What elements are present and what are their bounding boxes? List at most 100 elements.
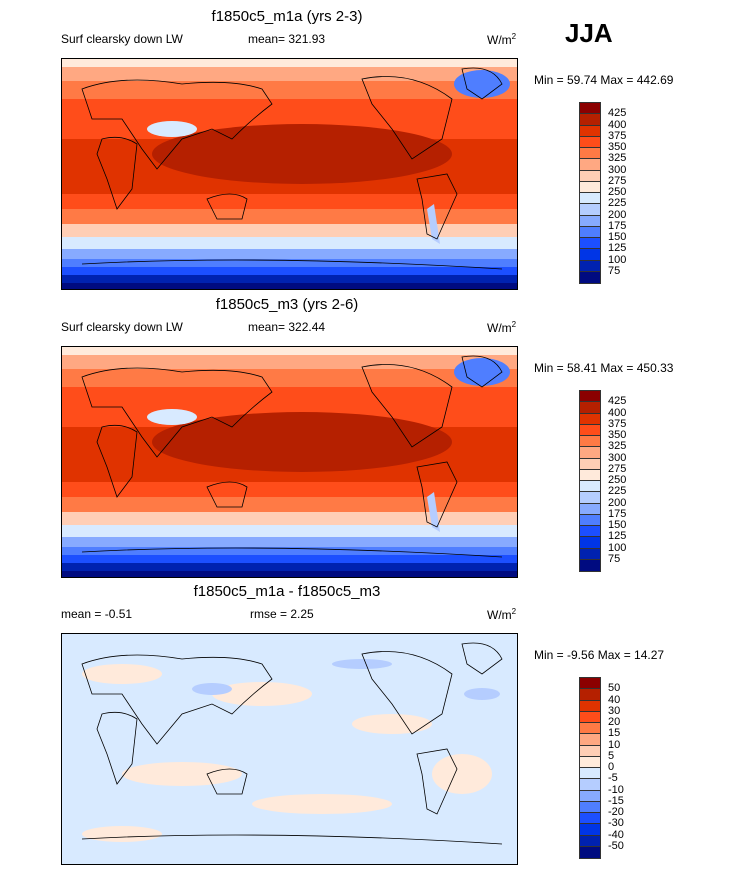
colorbar-tick-label: 175 bbox=[608, 219, 627, 232]
latitude-band bbox=[62, 99, 517, 119]
negative-anomaly bbox=[464, 688, 500, 700]
colorbar-tick-label: 375 bbox=[608, 129, 627, 142]
colorbar-tick-label: 150 bbox=[608, 231, 627, 243]
colorbar-tick-label: 350 bbox=[608, 429, 627, 441]
units-label: W/m2 bbox=[487, 607, 516, 622]
colorbar-tick-label: 75 bbox=[608, 552, 621, 565]
latitude-band bbox=[62, 525, 517, 537]
mean-label: mean = -0.51 bbox=[61, 607, 133, 621]
min-max-label: Min = 58.41 Max = 450.33 bbox=[534, 361, 674, 375]
colorbar-box bbox=[580, 745, 600, 757]
colorbar-box bbox=[580, 238, 600, 250]
latitude-band bbox=[62, 563, 517, 571]
map-panel bbox=[61, 346, 518, 578]
colorbar-tick-label: 200 bbox=[608, 496, 627, 509]
colorbar-tick-label: 75 bbox=[608, 264, 621, 277]
colorbar-tick-label: 300 bbox=[608, 451, 627, 464]
colorbar-box bbox=[580, 436, 600, 448]
colorbar-tick-label: 0 bbox=[608, 761, 615, 773]
colorbar-tick-label: 5 bbox=[608, 749, 615, 762]
colorbar-tick-label: 275 bbox=[608, 462, 627, 475]
panel-title: f1850c5_m3 (yrs 2-6) bbox=[215, 296, 359, 313]
colorbar-tick-label: -50 bbox=[608, 839, 624, 852]
latitude-band bbox=[62, 547, 517, 555]
colorbar-box bbox=[580, 700, 600, 712]
latitude-band bbox=[62, 267, 517, 275]
colorbar-box bbox=[580, 846, 600, 858]
mean-label: mean= 322.44 bbox=[248, 320, 326, 334]
coastlines bbox=[81, 642, 503, 845]
min-max-label: Min = 59.74 Max = 442.69 bbox=[534, 73, 674, 87]
colorbar-tick-label: 400 bbox=[608, 118, 627, 131]
units-label: W/m2 bbox=[487, 32, 516, 47]
colorbar-box bbox=[580, 181, 600, 193]
colorbar-tick-label: 100 bbox=[608, 541, 627, 554]
colorbar-tick-label: -40 bbox=[608, 828, 624, 841]
colorbar-tick-label: 20 bbox=[608, 716, 621, 728]
colorbar-tick-label: 200 bbox=[608, 208, 627, 221]
map-panel bbox=[61, 633, 518, 865]
season-label: JJA bbox=[565, 18, 613, 48]
latitude-band bbox=[62, 537, 517, 547]
colorbar-tick-label: -20 bbox=[608, 806, 624, 818]
colorbar-box bbox=[580, 271, 600, 283]
colorbar-tick-label: -30 bbox=[608, 817, 624, 830]
latitude-band bbox=[62, 194, 517, 209]
colorbar-box bbox=[580, 514, 600, 526]
colorbar-box bbox=[580, 458, 600, 470]
colorbar-tick-label: 125 bbox=[608, 530, 627, 543]
panel-title: f1850c5_m1a - f1850c5_m3 bbox=[193, 583, 381, 600]
colorbar-tick-label: 300 bbox=[608, 163, 627, 176]
colorbar-box bbox=[580, 413, 600, 425]
colorbar-box bbox=[580, 424, 600, 436]
colorbar-box bbox=[580, 215, 600, 227]
latitude-band bbox=[62, 67, 517, 81]
latitude-band bbox=[62, 571, 517, 577]
colorbar-tick-label: 425 bbox=[608, 107, 627, 120]
colorbar-box bbox=[580, 779, 600, 791]
colorbar-tick-label: 325 bbox=[608, 152, 627, 165]
colorbar-tick-label: 100 bbox=[608, 253, 627, 266]
colorbar-box bbox=[580, 526, 600, 538]
positive-anomaly bbox=[252, 794, 392, 814]
greenland-cold-region bbox=[454, 358, 510, 386]
tibet-cold-region bbox=[147, 121, 197, 137]
min-max-label: Min = -9.56 Max = 14.27 bbox=[534, 648, 665, 662]
colorbar-tick-label: 30 bbox=[608, 704, 621, 717]
latitude-band bbox=[62, 259, 517, 267]
colorbar bbox=[579, 390, 601, 572]
colorbar-tick-label: 125 bbox=[608, 242, 627, 255]
latitude-band bbox=[62, 497, 517, 512]
colorbar-box bbox=[580, 801, 600, 813]
colorbar-box bbox=[580, 790, 600, 802]
colorbar-box bbox=[580, 723, 600, 735]
units-text: W/m bbox=[487, 608, 512, 622]
colorbar-box bbox=[580, 260, 600, 272]
colorbar-box bbox=[580, 249, 600, 261]
map-panel bbox=[61, 58, 518, 290]
colorbar-tick-label: 250 bbox=[608, 186, 627, 198]
positive-anomaly bbox=[122, 762, 242, 786]
tropical-warm-region bbox=[152, 412, 452, 472]
colorbar-tick-label: 425 bbox=[608, 395, 627, 408]
colorbar-box bbox=[580, 402, 600, 414]
colorbar-box bbox=[580, 711, 600, 723]
colorbar-box bbox=[580, 824, 600, 836]
latitude-band bbox=[62, 347, 517, 355]
colorbar-box bbox=[580, 469, 600, 481]
colorbar-tick-label: -10 bbox=[608, 783, 624, 796]
latitude-band bbox=[62, 512, 517, 525]
colorbar bbox=[579, 102, 601, 284]
colorbar-tick-label: 375 bbox=[608, 417, 627, 430]
colorbar-box bbox=[580, 447, 600, 459]
latitude-band bbox=[62, 355, 517, 369]
andes-cold-region bbox=[427, 492, 440, 532]
colorbar-box bbox=[580, 548, 600, 560]
colorbar-box bbox=[580, 492, 600, 504]
colorbar-tick-label: 175 bbox=[608, 507, 627, 520]
colorbar-box bbox=[580, 734, 600, 746]
colorbar-box bbox=[580, 103, 600, 115]
positive-anomaly bbox=[82, 664, 162, 684]
colorbar-tick-label: 225 bbox=[608, 197, 627, 210]
positive-anomaly bbox=[212, 682, 312, 706]
